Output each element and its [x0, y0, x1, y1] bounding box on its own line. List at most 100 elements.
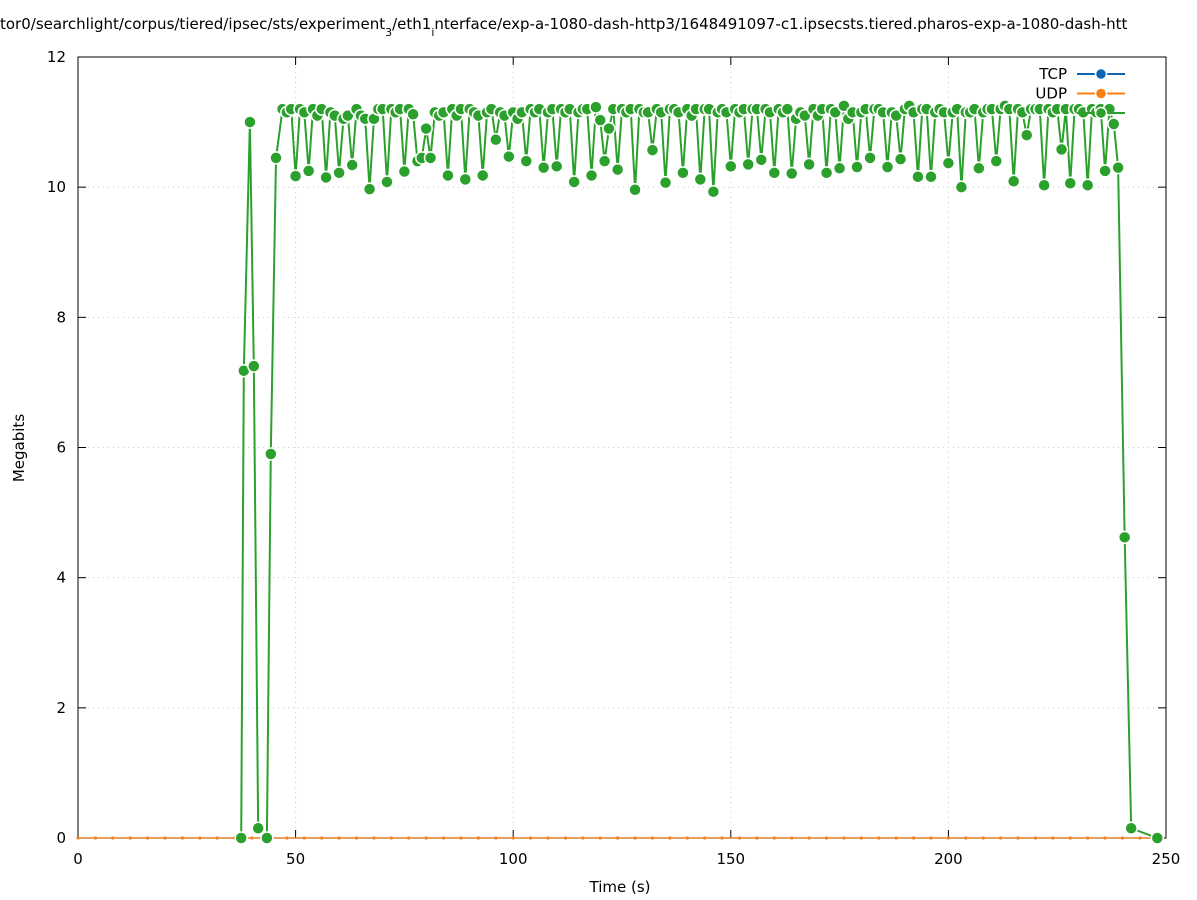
data-point [459, 836, 463, 840]
data-point [832, 161, 847, 176]
x-tick-label: 150 [716, 850, 745, 868]
data-point [180, 836, 184, 840]
data-point [1150, 831, 1165, 845]
x-tick-label: 250 [1152, 850, 1181, 868]
data-point [319, 170, 333, 185]
data-point [269, 151, 283, 165]
data-point [741, 157, 755, 172]
data-point [807, 836, 811, 840]
data-point [215, 836, 219, 840]
data-point [128, 836, 132, 840]
data-point [767, 166, 782, 180]
data-point [616, 836, 620, 840]
data-point [597, 154, 612, 168]
data-point [593, 113, 607, 127]
data-point [894, 836, 898, 840]
data-point [536, 160, 551, 175]
data-point [645, 143, 660, 157]
data-point [260, 831, 274, 845]
data-point [345, 158, 359, 172]
data-point [251, 821, 265, 835]
data-point [972, 161, 986, 176]
data-point [76, 836, 80, 840]
x-tick-label: 100 [499, 850, 528, 868]
data-point [685, 836, 689, 840]
data-point [1016, 836, 1020, 840]
data-point [1120, 836, 1124, 840]
data-point [476, 836, 480, 840]
data-point [964, 836, 968, 840]
data-point [703, 836, 707, 840]
data-point [598, 836, 602, 840]
data-point [320, 836, 324, 840]
legend-marker [1094, 87, 1108, 100]
data-point [802, 157, 816, 172]
data-point [668, 836, 672, 840]
legend-label: TCP [1038, 65, 1067, 83]
data-point [589, 100, 603, 114]
data-point [1124, 821, 1138, 835]
data-point [489, 132, 503, 147]
data-point [633, 836, 637, 840]
data-point [1006, 174, 1021, 189]
data-point [301, 164, 316, 178]
title-segment: /eth1 [392, 15, 431, 33]
data-point [250, 836, 254, 840]
data-point [584, 168, 599, 183]
data-point [790, 836, 794, 840]
data-point [628, 183, 642, 197]
data-point [519, 154, 534, 168]
data-point [780, 102, 795, 116]
data-point [1037, 178, 1051, 192]
data-point [407, 836, 411, 840]
data-point [567, 175, 581, 189]
data-point [693, 172, 708, 187]
data-point [423, 151, 438, 165]
y-tick-label: 4 [56, 569, 66, 587]
data-point [355, 836, 359, 840]
data-point [419, 121, 433, 136]
data-point [1051, 836, 1055, 840]
data-point [1019, 128, 1034, 142]
data-point [337, 836, 341, 840]
data-point [893, 152, 908, 166]
data-point [610, 162, 625, 177]
y-tick-label: 0 [56, 829, 66, 847]
data-point [989, 154, 1004, 168]
data-point [1068, 836, 1072, 840]
data-point [946, 836, 950, 840]
data-point [111, 836, 115, 840]
data-point [1098, 164, 1112, 178]
data-point [332, 166, 346, 180]
x-tick-label: 50 [286, 850, 305, 868]
data-point [924, 170, 938, 184]
title-segment: 3 [385, 26, 392, 39]
data-point [863, 151, 877, 165]
data-point [1117, 530, 1132, 545]
title-segment: i [431, 26, 434, 39]
data-point [706, 184, 721, 199]
data-point [146, 836, 150, 840]
data-point [819, 166, 834, 180]
data-point [877, 836, 881, 840]
y-tick-label: 2 [56, 699, 66, 717]
data-point [941, 156, 956, 170]
y-tick-label: 12 [47, 48, 66, 66]
data-point [458, 172, 473, 187]
data-point [999, 836, 1003, 840]
legend-label: UDP [1035, 85, 1067, 103]
data-point [1054, 142, 1069, 157]
data-point [372, 836, 376, 840]
data-point [502, 149, 516, 164]
data-point [912, 836, 916, 840]
data-point [441, 168, 455, 183]
data-point [954, 180, 969, 194]
data-point [1138, 836, 1142, 840]
data-point [406, 107, 420, 122]
data-point [475, 168, 490, 183]
data-point [1033, 836, 1037, 840]
data-point [288, 169, 303, 183]
data-point [163, 836, 167, 840]
